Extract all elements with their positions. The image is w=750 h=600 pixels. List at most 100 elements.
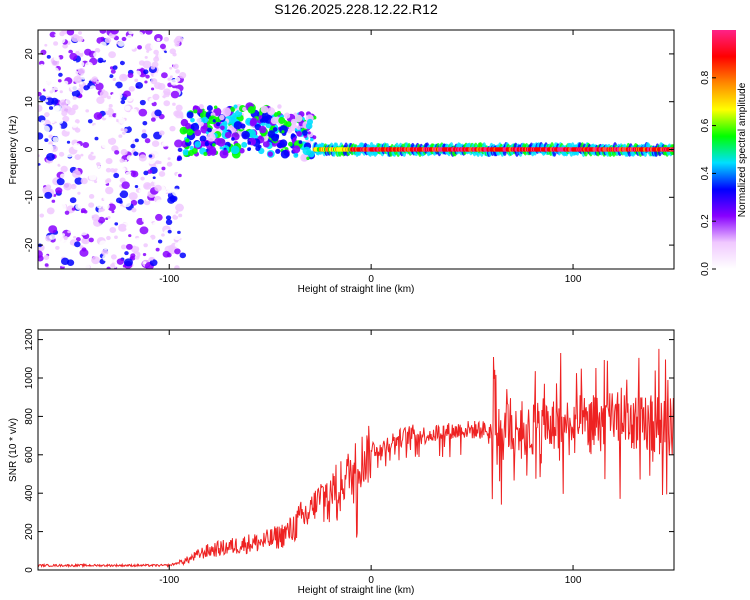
spectrogram-cell	[224, 131, 232, 139]
spectrogram-cell	[258, 125, 267, 134]
y-tick-label: 0	[24, 146, 35, 152]
spectrogram-cell	[103, 115, 107, 119]
spectrogram-cell	[101, 126, 108, 132]
spectrogram-cell	[77, 191, 81, 195]
spectrogram-cell	[307, 131, 311, 135]
spectrogram-cell	[61, 248, 68, 254]
spectrogram-cell	[201, 116, 209, 124]
spectrogram-cell	[120, 167, 126, 172]
spectrogram-cell	[131, 245, 140, 253]
spectrogram-cell	[140, 176, 145, 181]
spectrogram-cell	[124, 159, 128, 163]
spectrogram-cell	[56, 204, 63, 211]
spectrogram-cell	[103, 106, 109, 112]
spectrogram-cell	[67, 177, 73, 183]
spectrogram-cell	[167, 157, 171, 161]
spectrogram-cell	[186, 128, 194, 136]
spectrogram-cell	[152, 93, 160, 101]
spectrogram-cell	[114, 235, 118, 239]
spectrogram-cell	[165, 219, 173, 226]
colorbar: 0.0 0.2 0.4 0.6 0.8 Normalized spectral ampl…	[700, 30, 748, 276]
spectrogram-cell	[136, 166, 145, 174]
spectrogram-cell	[91, 103, 98, 109]
spectrogram-cell	[45, 74, 54, 82]
spectrogram-cell	[242, 106, 247, 112]
spectrogram-cell	[169, 195, 178, 203]
spectrogram-cell	[154, 34, 163, 42]
spectrogram-cell	[125, 229, 131, 235]
spectrogram-cell	[65, 92, 71, 97]
spectrogram-cell	[79, 81, 83, 85]
spectrogram-cell	[75, 203, 83, 210]
spectrogram-cell	[175, 211, 179, 214]
spectrogram-cell	[64, 210, 70, 215]
spectrogram-cell	[164, 236, 173, 244]
spectrogram-cell	[46, 152, 55, 161]
spectrogram-cell	[127, 173, 132, 178]
spectrogram-cell	[56, 36, 66, 44]
spectrogram-cell	[69, 52, 78, 60]
spectrogram-cell	[213, 105, 218, 109]
spectrogram-cell	[105, 217, 109, 221]
spectrogram-cell	[173, 38, 181, 45]
spectrogram-cell	[116, 258, 124, 265]
spectrogram-cell	[148, 154, 153, 158]
y-tick-label: 600	[24, 446, 35, 463]
spectrogram-cell	[149, 259, 158, 267]
spectrogram-cell	[194, 129, 202, 137]
snr-xlabel: Height of straight line (km)	[298, 585, 415, 596]
spectrogram-cell	[247, 106, 256, 114]
spectrogram-cell	[91, 76, 98, 82]
spectrogram-cell	[128, 192, 138, 201]
spectrogram-cell	[117, 206, 125, 213]
spectrogram-cell	[77, 31, 83, 35]
spectrogram-cell	[58, 151, 65, 157]
spectrogram-cell	[40, 143, 45, 147]
spectrogram-cell	[138, 60, 145, 66]
spectrogram-cell	[41, 125, 50, 134]
spectrogram-cell	[306, 156, 310, 161]
spectrogram-xlabel: Height of straight line (km)	[298, 284, 415, 295]
spectrogram-cell	[150, 117, 156, 122]
spectrogram-cell	[230, 117, 235, 122]
spectrogram-cell	[267, 151, 274, 157]
spectrogram-cell	[51, 119, 55, 124]
spectrogram-cell	[150, 87, 155, 91]
spectrogram-cell	[280, 149, 290, 159]
spectrogram-cell	[173, 150, 178, 154]
spectrogram-cell	[113, 172, 120, 179]
spectrogram-cell	[60, 165, 68, 173]
spectrogram-cell	[231, 137, 235, 141]
spectrogram-cell	[115, 197, 123, 204]
spectrogram-cell	[209, 148, 217, 156]
spectrogram-cell	[277, 142, 283, 149]
spectrogram-cell	[144, 80, 148, 84]
y-tick-label: -10	[24, 190, 35, 205]
spectrogram-cell	[75, 237, 81, 242]
spectrogram-cell	[79, 248, 89, 257]
spectrogram-cell	[281, 130, 285, 134]
spectrogram-cell	[71, 122, 78, 128]
spectrogram-cell	[169, 75, 173, 79]
spectrogram-cell	[154, 154, 162, 161]
spectrogram-cell	[72, 70, 79, 76]
spectrogram-cell	[179, 252, 187, 259]
spectrogram-cell	[83, 210, 88, 214]
spectrogram-cell	[61, 30, 69, 35]
spectrogram-cell	[174, 139, 183, 148]
spectrogram-cell	[124, 251, 129, 256]
spectrogram-cell	[165, 215, 172, 221]
spectrogram-cell	[90, 151, 94, 155]
spectrogram-cell	[161, 141, 168, 147]
spectrogram-cell	[167, 180, 176, 188]
spectrogram-cell	[111, 210, 115, 214]
spectrogram-cell	[101, 249, 109, 256]
spectrogram-cell	[91, 214, 100, 222]
colorbar-tick-label: 0.2	[700, 214, 711, 228]
spectrogram-cell	[176, 175, 186, 184]
spectrogram-cell	[186, 111, 194, 119]
spectrogram-cell	[131, 227, 140, 235]
spectrogram-cell	[82, 141, 90, 148]
spectrogram-cell	[241, 130, 250, 140]
